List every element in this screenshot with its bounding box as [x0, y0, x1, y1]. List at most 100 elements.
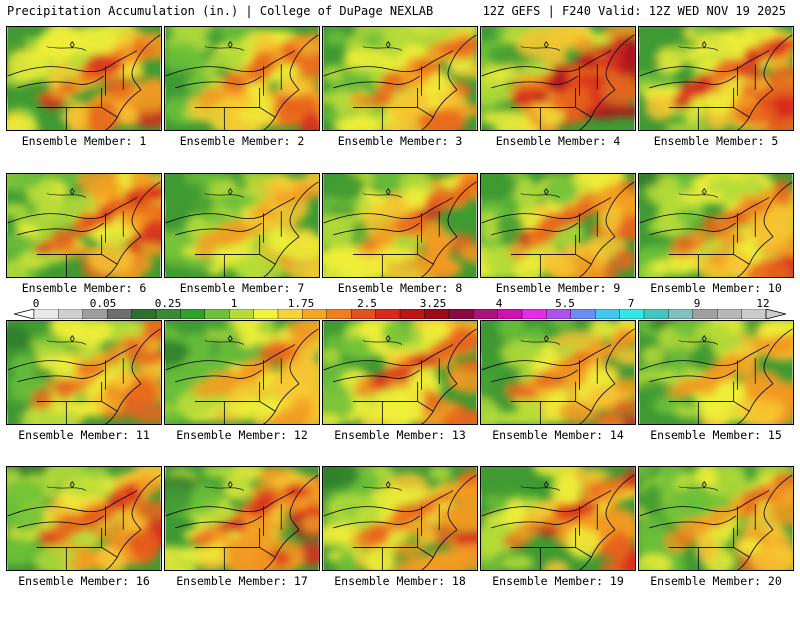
location-marker-icon [543, 481, 549, 489]
colorbar-swatch [326, 309, 352, 319]
colorbar-swatch [570, 309, 596, 319]
precip-map[interactable] [6, 320, 162, 425]
member-row-3: Ensemble Member: 11 Ensemble Member: 12 … [6, 320, 796, 474]
location-marker-icon [701, 481, 707, 489]
precip-field [639, 321, 793, 424]
precip-field [7, 321, 161, 424]
colorbar-left-arrow [14, 309, 35, 319]
location-marker-icon [69, 41, 75, 49]
precip-map[interactable] [480, 173, 636, 278]
precip-field [323, 321, 477, 424]
member-label: Ensemble Member: 7 [179, 281, 305, 295]
precip-map[interactable] [480, 466, 636, 571]
colorbar-tick: 12 [756, 297, 770, 310]
member-label: Ensemble Member: 3 [337, 134, 463, 148]
location-marker-icon [701, 335, 707, 343]
precip-map[interactable] [638, 320, 794, 425]
map-boundaries [323, 474, 477, 570]
colorbar [14, 309, 786, 319]
colorbar-swatch [180, 309, 206, 319]
precip-map[interactable] [6, 466, 162, 571]
precip-map[interactable] [322, 320, 478, 425]
colorbar-tick: 7 [627, 297, 635, 310]
location-marker-icon [227, 188, 233, 196]
map-boundaries [7, 474, 161, 570]
colorbar-tick: 1 [230, 297, 238, 310]
colorbar-tick: 3.25 [419, 297, 447, 310]
precip-field [323, 467, 477, 570]
colorbar-swatch [228, 309, 255, 319]
member-label: Ensemble Member: 18 [334, 574, 466, 588]
colorbar-swatch [33, 309, 60, 319]
precip-field [165, 174, 319, 277]
location-marker-icon [69, 481, 75, 489]
member-label: Ensemble Member: 2 [179, 134, 305, 148]
member-label: Ensemble Member: 17 [176, 574, 308, 588]
precip-map[interactable] [6, 173, 162, 278]
colorbar-tick: 5.5 [555, 297, 575, 310]
precip-map[interactable] [164, 173, 320, 278]
colorbar-right-arrow [765, 309, 786, 319]
precip-field [7, 27, 161, 130]
location-marker-icon [385, 481, 391, 489]
location-marker-icon [543, 41, 549, 49]
map-boundaries [481, 181, 635, 277]
precip-map[interactable] [164, 26, 320, 131]
colorbar-swatch [375, 309, 401, 319]
colorbar-swatch [619, 309, 645, 319]
member-label: Ensemble Member: 8 [337, 281, 463, 295]
map-boundaries [481, 34, 635, 130]
map-boundaries [639, 181, 793, 277]
colorbar-legend: 0 0.05 0.25 1 1.75 2.5 3.25 4 5.5 7 9 12 [14, 297, 786, 321]
location-marker-icon [543, 335, 549, 343]
member-label: Ensemble Member: 19 [492, 574, 624, 588]
member-label: Ensemble Member: 13 [334, 428, 466, 442]
precip-map[interactable] [6, 26, 162, 131]
map-boundaries [481, 474, 635, 570]
colorbar-tick: 4 [495, 297, 503, 310]
map-boundaries [639, 474, 793, 570]
precip-map[interactable] [322, 26, 478, 131]
precip-map[interactable] [480, 26, 636, 131]
member-label: Ensemble Member: 14 [492, 428, 624, 442]
precip-map[interactable] [638, 466, 794, 571]
precip-field [165, 321, 319, 424]
precip-map[interactable] [638, 26, 794, 131]
precip-map[interactable] [638, 173, 794, 278]
precip-field [323, 27, 477, 130]
member-label: Ensemble Member: 4 [495, 134, 621, 148]
colorbar-swatch [473, 309, 499, 319]
map-boundaries [639, 34, 793, 130]
member-label: Ensemble Member: 6 [21, 281, 147, 295]
member-label: Ensemble Member: 16 [18, 574, 150, 588]
precip-map[interactable] [322, 173, 478, 278]
precip-map[interactable] [480, 320, 636, 425]
colorbar-tick: 9 [693, 297, 701, 310]
page-title: Precipitation Accumulation (in.) | Colle… [7, 4, 434, 18]
colorbar-swatch [521, 309, 548, 319]
colorbar-tick: 0 [32, 297, 40, 310]
precip-map[interactable] [322, 466, 478, 571]
precip-field [481, 27, 635, 130]
colorbar-swatch [668, 309, 694, 319]
colorbar-swatch [253, 309, 279, 319]
precip-map[interactable] [164, 466, 320, 571]
precip-map[interactable] [164, 320, 320, 425]
precip-field [165, 467, 319, 570]
map-boundaries [639, 328, 793, 424]
colorbar-swatch [131, 309, 157, 319]
location-marker-icon [701, 188, 707, 196]
colorbar-swatch [399, 309, 426, 319]
member-row-4: Ensemble Member: 16 Ensemble Member: 17 … [6, 466, 796, 620]
member-label: Ensemble Member: 11 [18, 428, 150, 442]
precip-field [7, 467, 161, 570]
location-marker-icon [543, 188, 549, 196]
location-marker-icon [701, 41, 707, 49]
colorbar-swatch [106, 309, 133, 319]
map-boundaries [165, 34, 319, 130]
member-label: Ensemble Member: 20 [650, 574, 782, 588]
location-marker-icon [227, 41, 233, 49]
colorbar-swatch [58, 309, 84, 319]
map-boundaries [165, 181, 319, 277]
colorbar-tick: 0.25 [154, 297, 182, 310]
